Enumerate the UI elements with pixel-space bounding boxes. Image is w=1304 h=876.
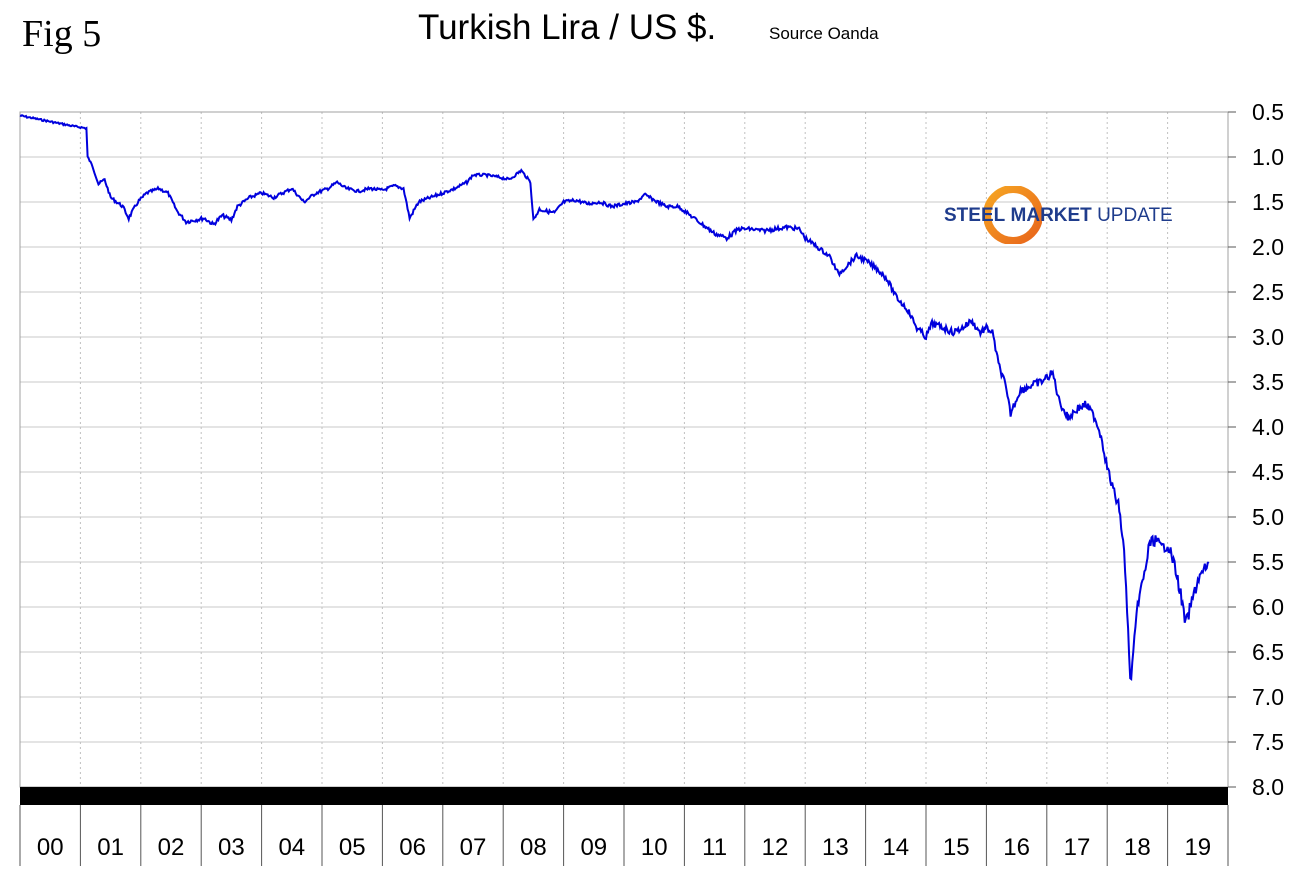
y-tick-label: 7.0 [1252, 684, 1284, 710]
x-tick-label: 15 [943, 834, 970, 861]
y-tick-label: 3.5 [1252, 369, 1284, 395]
x-axis-bar [20, 787, 1228, 805]
y-tick-label: 6.0 [1252, 594, 1284, 620]
x-axis-separators [19, 805, 1229, 866]
x-tick-label: 19 [1184, 834, 1211, 861]
source-note: Source Oanda [769, 24, 879, 43]
y-tick-label: 6.5 [1252, 639, 1284, 665]
x-tick-label: 06 [399, 834, 426, 861]
y-tick-label: 7.5 [1252, 729, 1284, 755]
steel-market-update-logo: STEEL MARKET UPDATE [940, 186, 1173, 248]
x-tick-label: 14 [882, 834, 909, 861]
x-tick-label: 00 [37, 834, 64, 861]
x-tick-label: 04 [278, 834, 305, 861]
y-tick-label: 5.0 [1252, 504, 1284, 530]
x-tick-label: 05 [339, 834, 366, 861]
y-tick-label: 1.0 [1252, 144, 1284, 170]
y-axis-labels: 0.5 1.0 1.5 2.0 2.5 3.0 3.5 4.0 4.5 5.0 5.5 6.0 6.5 7… [1228, 99, 1284, 800]
x-axis-labels: 00 01 02 03 04 05 06 07 08 09 10 11 12 13 14 15 16 17 18 19 [37, 834, 1211, 861]
x-tick-label: 02 [158, 834, 185, 861]
logo-wordmark: STEEL MARKET UPDATE [944, 205, 1173, 226]
x-tick-label: 08 [520, 834, 547, 861]
x-tick-label: 17 [1064, 834, 1091, 861]
x-tick-label: 10 [641, 834, 668, 861]
y-tick-label: 5.5 [1252, 549, 1284, 575]
y-tick-label: 8.0 [1252, 774, 1284, 800]
x-tick-label: 01 [97, 834, 124, 861]
x-tick-label: 11 [702, 834, 727, 861]
y-tick-label: 1.5 [1252, 189, 1284, 215]
x-tick-label: 13 [822, 834, 849, 861]
x-tick-label: 07 [460, 834, 487, 861]
logo-ring-icon [984, 186, 1042, 244]
y-tick-label: 2.5 [1252, 279, 1284, 305]
x-tick-label: 16 [1003, 834, 1030, 861]
x-tick-label: 09 [580, 834, 607, 861]
x-tick-label: 12 [762, 834, 789, 861]
y-tick-label: 2.0 [1252, 234, 1284, 260]
y-tick-label: 3.0 [1252, 324, 1284, 350]
series-line [19, 114, 1210, 681]
x-tick-label: 03 [218, 834, 245, 861]
figure-label: Fig 5 [22, 13, 102, 55]
x-tick-label: 18 [1124, 834, 1151, 861]
y-tick-label: 4.5 [1252, 459, 1284, 485]
y-tick-label: 0.5 [1252, 99, 1284, 125]
chart-title: Turkish Lira / US $. [418, 8, 717, 47]
y-tick-label: 4.0 [1252, 414, 1284, 440]
